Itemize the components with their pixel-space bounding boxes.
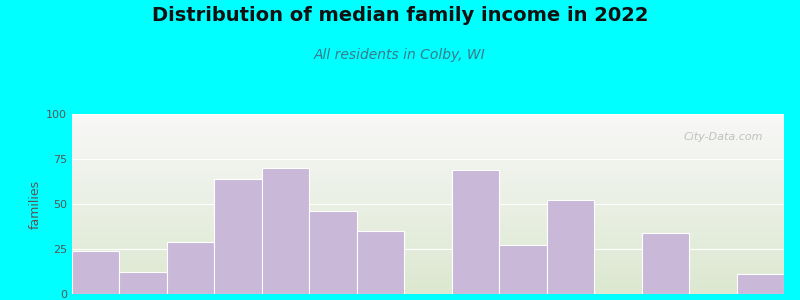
Bar	[546, 200, 594, 294]
Bar	[310, 211, 357, 294]
Bar	[737, 274, 784, 294]
Bar	[167, 242, 214, 294]
Text: All residents in Colby, WI: All residents in Colby, WI	[314, 48, 486, 62]
Bar	[452, 170, 499, 294]
Bar	[262, 168, 310, 294]
Bar	[642, 233, 689, 294]
Text: City-Data.com: City-Data.com	[683, 132, 762, 142]
Bar	[72, 251, 119, 294]
Bar	[119, 272, 167, 294]
Bar	[357, 231, 404, 294]
Y-axis label: families: families	[29, 179, 42, 229]
Bar	[499, 245, 546, 294]
Bar	[214, 179, 262, 294]
Text: Distribution of median family income in 2022: Distribution of median family income in …	[152, 6, 648, 25]
